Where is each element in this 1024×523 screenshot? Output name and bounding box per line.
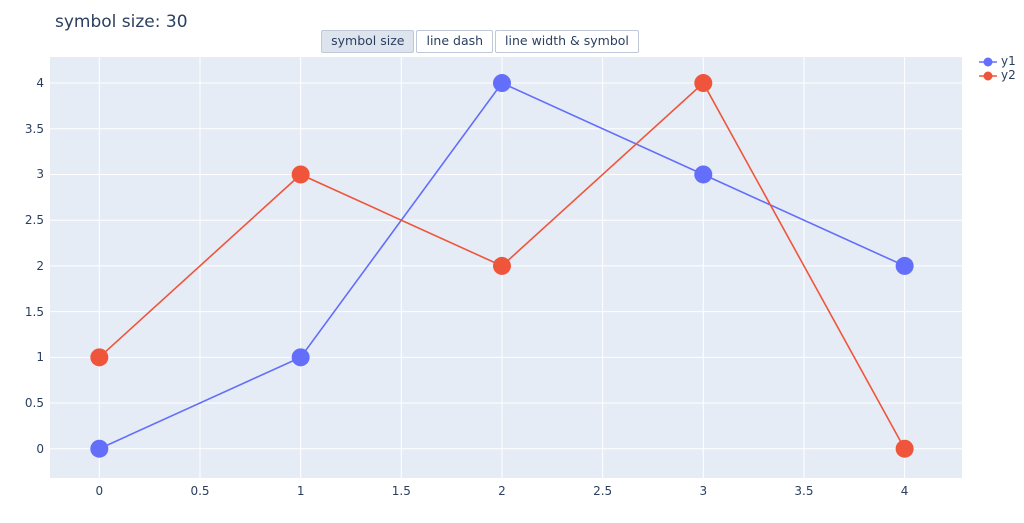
y-tick-label: 0 (36, 441, 44, 456)
data-point-y1-1[interactable] (291, 348, 310, 367)
y-tick-label: 1.5 (24, 304, 44, 319)
data-point-y1-3[interactable] (694, 165, 713, 184)
x-tick-label: 3.5 (794, 484, 814, 498)
x-tick-label: 0 (95, 484, 104, 498)
data-point-y2-0[interactable] (90, 348, 109, 367)
data-point-y2-1[interactable] (291, 165, 310, 184)
x-tick-label: 4 (900, 484, 909, 498)
y-tick-label: 3.5 (24, 121, 44, 136)
data-point-y2-3[interactable] (694, 74, 713, 93)
chart-title: symbol size: 30 (55, 12, 188, 32)
button-line-width-symbol[interactable]: line width & symbol (495, 30, 639, 53)
y-tick-label: 3 (36, 167, 44, 182)
y-tick-label: 4 (36, 76, 44, 91)
button-line-dash[interactable]: line dash (416, 30, 494, 53)
legend-item-y1[interactable]: y1 (978, 55, 1016, 68)
x-tick-label: 0.5 (190, 484, 210, 498)
y-tick-label: 2 (36, 258, 44, 273)
button-symbol-size[interactable]: symbol size (321, 30, 415, 53)
data-point-y2-4[interactable] (895, 439, 914, 458)
plot-area[interactable] (50, 57, 962, 478)
legend: y1 y2 (978, 55, 1016, 82)
legend-label: y2 (1001, 68, 1016, 82)
data-point-y1-4[interactable] (895, 256, 914, 275)
y-tick-label: 1 (36, 350, 44, 365)
data-point-y1-2[interactable] (492, 74, 511, 93)
x-tick-label: 2 (498, 484, 506, 498)
data-point-y2-2[interactable] (492, 256, 511, 275)
legend-glyph-y2 (979, 71, 997, 80)
plot-svg (50, 57, 962, 478)
x-tick-label: 1.5 (391, 484, 411, 498)
x-tick-label: 1 (296, 484, 305, 498)
y-tick-label: 0.5 (24, 396, 44, 411)
legend-label: y1 (1001, 54, 1016, 68)
data-point-y1-0[interactable] (90, 439, 109, 458)
legend-glyph-y1 (979, 57, 997, 66)
x-tick-label: 2.5 (593, 484, 613, 498)
y-tick-label: 2.5 (24, 213, 44, 228)
x-tick-label: 3 (699, 484, 708, 498)
updatemenu-button-group: symbol size line dash line width & symbo… (0, 30, 960, 53)
legend-item-y2[interactable]: y2 (978, 69, 1016, 82)
